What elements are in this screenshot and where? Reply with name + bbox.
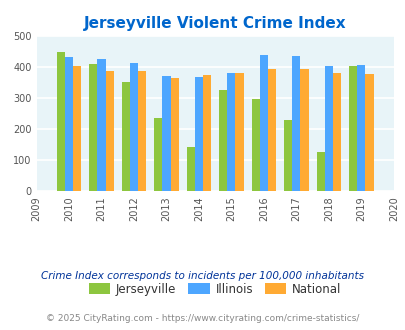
Bar bbox=[332, 73, 340, 191]
Bar bbox=[251, 99, 259, 191]
Bar bbox=[89, 64, 97, 191]
Text: © 2025 CityRating.com - https://www.cityrating.com/crime-statistics/: © 2025 CityRating.com - https://www.city… bbox=[46, 314, 359, 323]
Bar bbox=[364, 74, 373, 191]
Bar bbox=[162, 76, 170, 191]
Bar bbox=[292, 55, 300, 191]
Bar bbox=[227, 73, 235, 191]
Bar bbox=[348, 66, 356, 191]
Bar bbox=[194, 77, 202, 191]
Legend: Jerseyville, Illinois, National: Jerseyville, Illinois, National bbox=[84, 278, 345, 300]
Bar bbox=[219, 90, 227, 191]
Bar bbox=[235, 73, 243, 191]
Text: Crime Index corresponds to incidents per 100,000 inhabitants: Crime Index corresponds to incidents per… bbox=[41, 271, 364, 281]
Bar bbox=[284, 120, 292, 191]
Bar bbox=[300, 69, 308, 191]
Bar bbox=[122, 82, 130, 191]
Bar bbox=[186, 147, 194, 191]
Bar bbox=[259, 55, 267, 191]
Bar bbox=[324, 66, 332, 191]
Bar bbox=[154, 118, 162, 191]
Bar bbox=[97, 59, 105, 191]
Bar bbox=[105, 71, 113, 191]
Bar bbox=[73, 66, 81, 191]
Bar bbox=[65, 57, 73, 191]
Bar bbox=[138, 71, 146, 191]
Bar bbox=[57, 52, 65, 191]
Bar bbox=[202, 75, 211, 191]
Bar bbox=[267, 69, 275, 191]
Title: Jerseyville Violent Crime Index: Jerseyville Violent Crime Index bbox=[84, 16, 345, 31]
Bar bbox=[316, 152, 324, 191]
Bar bbox=[130, 63, 138, 191]
Bar bbox=[170, 78, 178, 191]
Bar bbox=[356, 65, 364, 191]
